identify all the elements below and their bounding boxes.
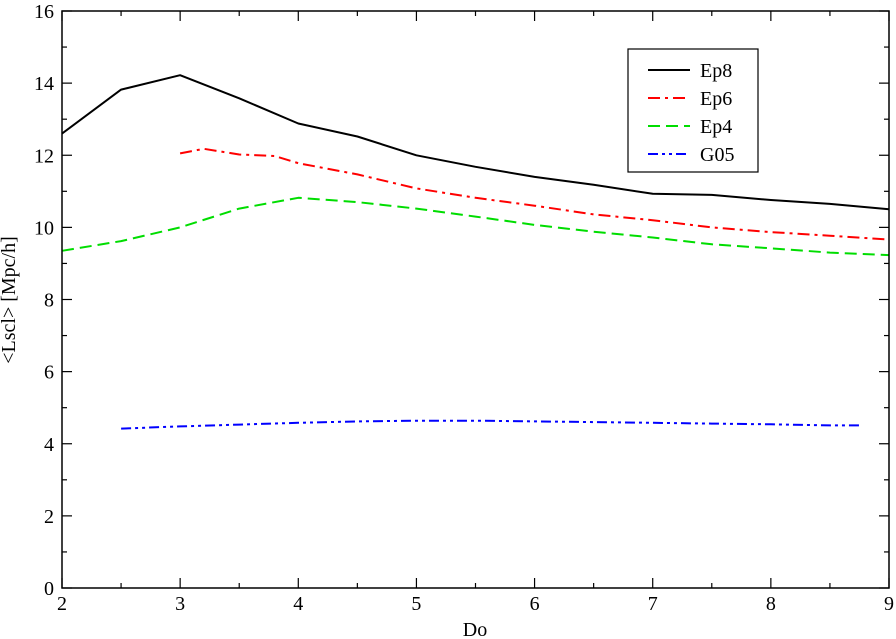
x-tick-label: 3: [175, 593, 185, 615]
axis-ticks: [61, 10, 890, 589]
x-tick-label: 5: [411, 593, 421, 615]
legend-label-g05: G05: [700, 144, 734, 166]
legend-box: [627, 48, 759, 173]
y-tick-label: 2: [44, 506, 54, 528]
legend-label-ep6: Ep6: [700, 88, 732, 110]
plot-frame: [61, 10, 890, 589]
x-tick-label: 2: [57, 593, 67, 615]
y-tick-label: 12: [34, 145, 54, 167]
x-axis-label: Do: [463, 619, 487, 639]
y-tick-label: 16: [34, 1, 54, 23]
series-line-ep4: [61, 196, 890, 257]
x-tick-label: 9: [884, 593, 894, 615]
x-tick-label: 6: [530, 593, 540, 615]
legend-label-ep4: Ep4: [700, 116, 732, 138]
series-line-ep8: [61, 74, 890, 211]
y-tick-label: 4: [44, 434, 54, 456]
legend-label-ep8: Ep8: [700, 60, 732, 82]
y-axis-label: <Lscl> [Mpc/h]: [0, 236, 20, 364]
y-tick-label: 14: [34, 73, 54, 95]
y-tick-label: 0: [44, 578, 54, 600]
legend: Ep8 Ep6 Ep4 G05: [627, 48, 759, 173]
series-line-ep6: [179, 147, 890, 241]
plot-area: [61, 74, 890, 430]
y-tick-label: 8: [44, 290, 54, 312]
y-tick-label: 10: [34, 217, 54, 239]
y-tick-label: 6: [44, 362, 54, 384]
x-tick-label: 4: [293, 593, 303, 615]
x-tick-label: 7: [648, 593, 658, 615]
series-line-g05: [121, 419, 860, 430]
x-tick-label: 8: [766, 593, 776, 615]
